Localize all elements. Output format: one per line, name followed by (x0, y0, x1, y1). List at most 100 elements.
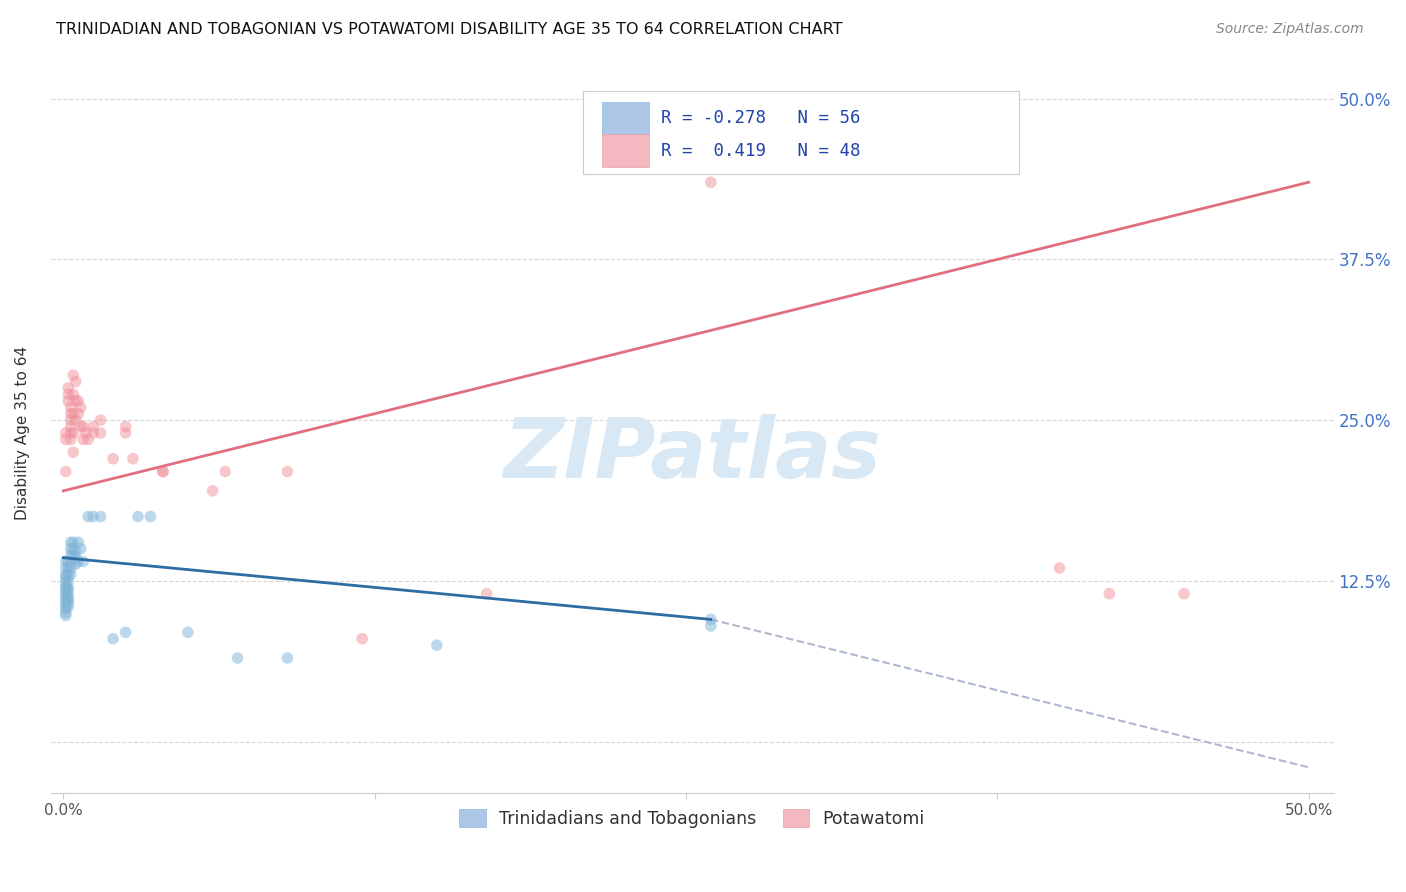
Point (55, 570, 77, 584)
Point (62, 445, 84, 459)
Point (67, 535, 90, 549)
Point (55, 608, 77, 623)
Point (62, 425, 84, 440)
Point (59, 425, 82, 440)
Point (59, 535, 82, 549)
Point (58, 582, 80, 597)
Point (55, 578, 77, 592)
Point (700, 175, 723, 189)
Point (58, 591, 80, 605)
Point (276, 651, 298, 665)
Point (75, 425, 97, 440)
Point (55, 433, 77, 447)
Point (62, 535, 84, 549)
Point (152, 465, 174, 479)
Point (58, 381, 80, 395)
Point (58, 593, 80, 607)
Point (65, 557, 87, 571)
Point (58, 561, 80, 575)
Point (201, 483, 224, 498)
Legend: Trinidadians and Tobagonians, Potawatomi: Trinidadians and Tobagonians, Potawatomi (453, 802, 932, 835)
Point (55, 606, 77, 620)
Point (69, 541, 91, 556)
Point (59, 401, 82, 415)
Point (65, 375, 87, 389)
Point (69, 401, 91, 415)
Point (59, 555, 82, 569)
Point (152, 465, 174, 479)
Point (90, 413, 112, 427)
Point (59, 561, 82, 575)
Text: R =  0.419   N = 48: R = 0.419 N = 48 (661, 142, 860, 160)
Point (59, 433, 82, 447)
Text: R = -0.278   N = 56: R = -0.278 N = 56 (661, 110, 860, 128)
Point (276, 465, 298, 479)
Point (58, 567, 80, 582)
Point (55, 561, 77, 575)
Point (214, 465, 236, 479)
Point (58, 587, 80, 601)
Point (101, 632, 124, 646)
Point (1173, 587, 1195, 601)
Point (1098, 587, 1121, 601)
Point (58, 574, 80, 588)
Point (62, 387, 84, 401)
Point (58, 599, 80, 614)
Point (59, 407, 82, 421)
Y-axis label: Disability Age 35 to 64: Disability Age 35 to 64 (15, 346, 30, 520)
Point (90, 425, 112, 440)
Point (177, 625, 200, 640)
Point (67, 407, 90, 421)
Point (924, 150, 946, 164)
Point (55, 593, 77, 607)
Point (55, 574, 77, 588)
Point (90, 509, 112, 524)
FancyBboxPatch shape (602, 102, 648, 135)
Point (55, 567, 77, 582)
Point (67, 555, 90, 569)
Point (82, 509, 104, 524)
Point (55, 599, 77, 614)
Point (58, 580, 80, 594)
Point (82, 425, 104, 440)
Point (62, 407, 84, 421)
Point (59, 567, 82, 582)
Point (139, 509, 162, 524)
Point (58, 596, 80, 610)
FancyBboxPatch shape (583, 91, 1019, 174)
Point (426, 638, 449, 652)
Point (58, 555, 80, 569)
Point (65, 544, 87, 558)
Point (55, 425, 77, 440)
Point (62, 368, 84, 383)
Point (65, 550, 87, 565)
Text: TRINIDADIAN AND TOBAGONIAN VS POTAWATOMI DISABILITY AGE 35 TO 64 CORRELATION CHA: TRINIDADIAN AND TOBAGONIAN VS POTAWATOMI… (56, 22, 842, 37)
Point (72, 433, 94, 447)
Point (58, 387, 80, 401)
Point (127, 509, 149, 524)
Point (55, 580, 77, 594)
Point (55, 555, 77, 569)
Point (65, 413, 87, 427)
Point (1049, 561, 1071, 575)
Point (55, 589, 77, 603)
Point (122, 451, 145, 466)
Text: ZIPatlas: ZIPatlas (503, 414, 882, 495)
Point (226, 651, 249, 665)
Point (59, 419, 82, 434)
Point (82, 419, 104, 434)
Point (77, 509, 100, 524)
Point (62, 548, 84, 562)
Point (114, 425, 136, 440)
Point (59, 541, 82, 556)
Text: Source: ZipAtlas.com: Source: ZipAtlas.com (1216, 22, 1364, 37)
Point (55, 602, 77, 616)
Point (72, 419, 94, 434)
Point (58, 393, 80, 408)
Point (700, 612, 723, 626)
Point (65, 393, 87, 408)
Point (62, 541, 84, 556)
FancyBboxPatch shape (602, 134, 648, 168)
Point (77, 433, 100, 447)
Point (55, 465, 77, 479)
